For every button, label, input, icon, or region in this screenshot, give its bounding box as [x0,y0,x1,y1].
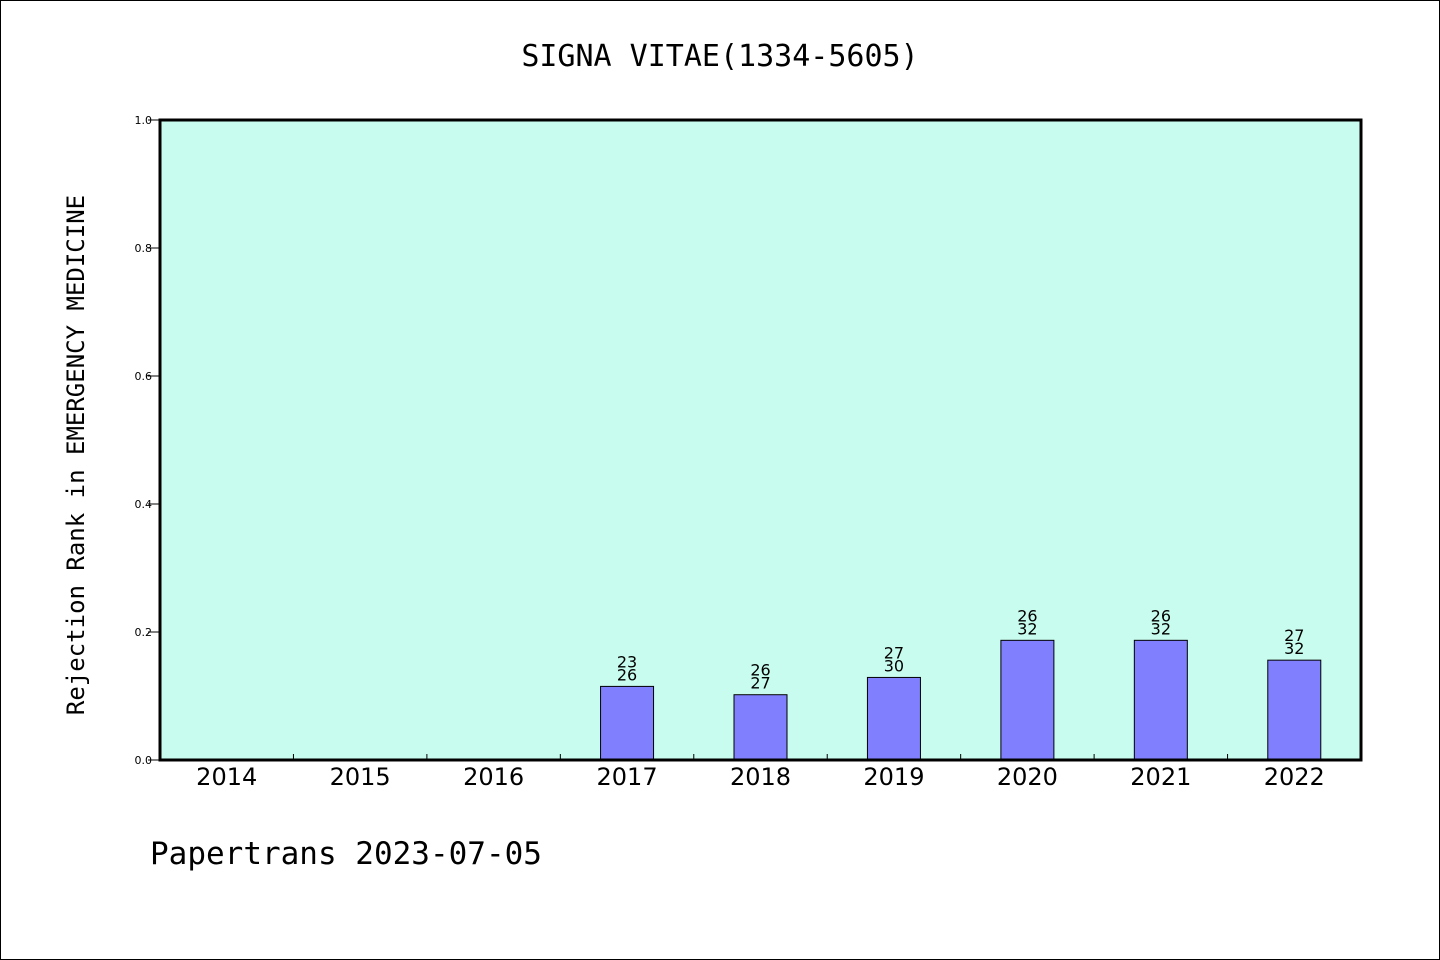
bar-2022 [1267,659,1322,761]
bar-label-bottom: 27 [750,674,770,693]
x-tick-label: 2022 [1264,763,1325,791]
bar-label-top: 26 [1151,606,1171,625]
x-tick-label: 2018 [730,763,791,791]
x-tick-label: 2015 [330,763,391,791]
bar-2018 [733,694,788,761]
plot-border [158,118,1363,762]
bar-label-top: 26 [1017,606,1037,625]
y-tick-label: 0.6 [135,370,153,383]
bar-label-bottom: 32 [1151,619,1171,638]
x-tick-label: 2019 [863,763,924,791]
x-tick-label: 2016 [463,763,524,791]
x-tick-label: 2021 [1130,763,1191,791]
x-ticks-group: 2014 2015 2016 2017 2018 2019 2020 2021 2022 [196,754,1325,791]
bar-label-bottom: 26 [617,665,637,684]
y-tick-label: 1.0 [135,114,153,127]
bar-2020 [1000,639,1055,761]
y-ticks-group: 0.0 0.2 0.4 0.6 0.8 1.0 [135,114,160,767]
bar-label-bottom: 30 [884,656,904,675]
y-tick-label: 0.0 [135,754,153,767]
bar-label-top: 23 [617,652,637,671]
x-tick-label: 2020 [997,763,1058,791]
y-tick-label: 0.4 [135,498,153,511]
bar-2017 [600,685,655,761]
footer-text: Papertrans 2023-07-05 [150,836,542,872]
x-tick-label: 2017 [597,763,658,791]
bar-label-top: 26 [750,661,770,680]
y-tick-label: 0.8 [135,242,153,255]
bar-2021 [1133,639,1188,761]
bar-label-bottom: 32 [1284,639,1304,658]
chart-title: SIGNA VITAE(1334-5605) [521,39,918,74]
y-tick-label: 0.2 [135,626,153,639]
bar-label-bottom: 32 [1017,619,1037,638]
bar-2019 [866,676,921,761]
bars-group [600,639,1322,761]
bar-label-top: 27 [884,643,904,662]
x-tick-label: 2014 [196,763,257,791]
bar-label-top: 27 [1284,626,1304,645]
y-axis-label: Rejection Rank in EMERGENCY MEDICINE [62,195,90,715]
